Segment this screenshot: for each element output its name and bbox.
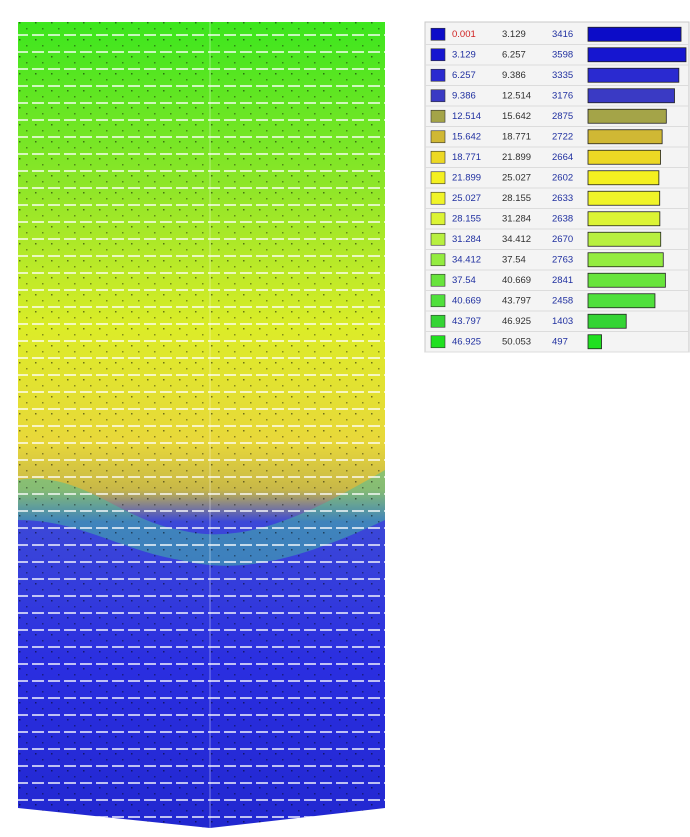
count-bar xyxy=(588,130,662,144)
count-label: 3176 xyxy=(552,90,573,101)
count-bar xyxy=(588,191,660,205)
count-bar xyxy=(588,89,675,103)
range-to: 21.899 xyxy=(502,152,531,163)
count-bar xyxy=(588,27,681,41)
range-to: 9.386 xyxy=(502,70,526,81)
range-from: 12.514 xyxy=(452,111,481,122)
range-from: 18.771 xyxy=(452,152,481,163)
range-from: 28.155 xyxy=(452,213,481,224)
color-swatch xyxy=(431,69,445,81)
range-to: 18.771 xyxy=(502,131,531,142)
count-label: 497 xyxy=(552,336,568,347)
count-label: 2841 xyxy=(552,275,573,286)
range-to: 37.54 xyxy=(502,254,526,265)
range-from: 34.412 xyxy=(452,254,481,265)
range-from: 25.027 xyxy=(452,193,481,204)
count-label: 2664 xyxy=(552,152,573,163)
count-label: 2602 xyxy=(552,172,573,183)
count-bar xyxy=(588,171,659,185)
count-label: 2633 xyxy=(552,193,573,204)
count-label: 2763 xyxy=(552,254,573,265)
screen: 0.001 3.129 3416 3.129 6.257 3598 6.257 9.386 33… xyxy=(0,0,690,832)
range-from: 40.669 xyxy=(452,295,481,306)
color-swatch xyxy=(431,315,445,327)
range-from: 46.925 xyxy=(452,336,481,347)
range-from: 31.284 xyxy=(452,234,481,245)
color-swatch xyxy=(431,131,445,143)
range-to: 31.284 xyxy=(502,213,531,224)
range-from: 6.257 xyxy=(452,70,476,81)
count-label: 3598 xyxy=(552,49,573,60)
count-label: 3416 xyxy=(552,29,573,40)
range-from: 0.001 xyxy=(452,29,476,40)
count-bar xyxy=(588,150,661,164)
range-to: 40.669 xyxy=(502,275,531,286)
range-from: 21.899 xyxy=(452,172,481,183)
structure-view xyxy=(18,22,385,828)
range-from: 3.129 xyxy=(452,49,476,60)
color-swatch xyxy=(431,192,445,204)
page: 0.001 3.129 3416 3.129 6.257 3598 6.257 9.386 33… xyxy=(0,0,690,837)
range-to: 34.412 xyxy=(502,234,531,245)
range-to: 50.053 xyxy=(502,336,531,347)
color-swatch xyxy=(431,213,445,225)
color-swatch xyxy=(431,90,445,102)
count-label: 1403 xyxy=(552,316,573,327)
color-swatch xyxy=(431,49,445,61)
count-label: 2722 xyxy=(552,131,573,142)
count-bar xyxy=(588,109,666,123)
count-bar xyxy=(588,68,679,82)
count-bar xyxy=(588,232,661,246)
count-label: 2638 xyxy=(552,213,573,224)
count-bar xyxy=(588,273,665,287)
range-to: 28.155 xyxy=(502,193,531,204)
range-to: 3.129 xyxy=(502,29,526,40)
count-label: 2670 xyxy=(552,234,573,245)
range-from: 15.642 xyxy=(452,131,481,142)
range-to: 25.027 xyxy=(502,172,531,183)
count-bar xyxy=(588,212,660,226)
mesh-overlay xyxy=(18,22,385,828)
color-swatch xyxy=(431,254,445,266)
range-to: 15.642 xyxy=(502,111,531,122)
count-label: 2875 xyxy=(552,111,573,122)
color-swatch xyxy=(431,172,445,184)
range-to: 6.257 xyxy=(502,49,526,60)
count-bar xyxy=(588,294,655,308)
range-to: 46.925 xyxy=(502,316,531,327)
count-bar xyxy=(588,253,663,267)
color-swatch xyxy=(431,274,445,286)
color-swatch xyxy=(431,295,445,307)
range-to: 12.514 xyxy=(502,90,531,101)
color-swatch xyxy=(431,336,445,348)
color-swatch xyxy=(431,233,445,245)
legend-table: 0.001 3.129 3416 3.129 6.257 3598 6.257 9.386 33… xyxy=(425,22,689,352)
count-label: 3335 xyxy=(552,70,573,81)
range-from: 9.386 xyxy=(452,90,476,101)
range-to: 43.797 xyxy=(502,295,531,306)
color-swatch xyxy=(431,28,445,40)
color-swatch xyxy=(431,151,445,163)
range-from: 43.797 xyxy=(452,316,481,327)
count-label: 2458 xyxy=(552,295,573,306)
count-bar xyxy=(588,335,602,349)
color-swatch xyxy=(431,110,445,122)
count-bar xyxy=(588,48,686,62)
range-from: 37.54 xyxy=(452,275,476,286)
count-bar xyxy=(588,314,626,328)
